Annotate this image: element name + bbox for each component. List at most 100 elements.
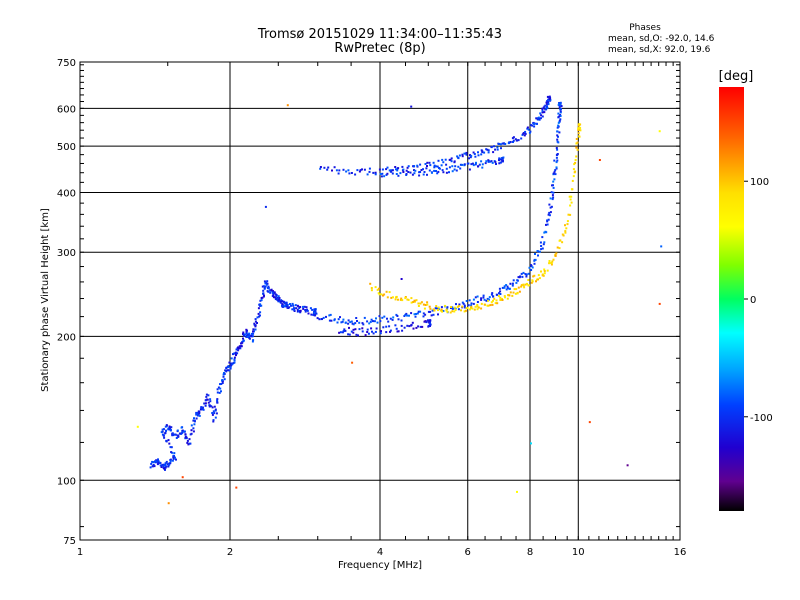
data-point [548,214,551,217]
data-point [473,153,476,155]
plot-frame [79,61,681,541]
data-point [259,311,262,314]
data-point [347,322,350,325]
data-point [420,301,423,304]
data-point [207,401,210,404]
data-point [481,166,484,169]
data-point [175,458,177,461]
data-point [483,303,486,306]
data-point [414,315,417,318]
data-point [228,369,231,372]
data-point [254,328,257,331]
data-point [152,461,155,464]
data-point [406,166,409,169]
data-point [504,296,506,299]
data-point [554,173,557,176]
data-point [303,305,306,308]
data-point [491,303,494,306]
data-point [193,419,196,422]
stray-data-point [181,476,184,479]
data-point [546,223,549,226]
data-point [389,317,392,320]
data-point [548,98,551,100]
colorbar [719,87,744,511]
data-point [415,299,418,302]
data-point [518,290,521,293]
data-point [272,294,275,297]
data-point [385,290,388,293]
data-point [419,163,422,166]
data-point [424,304,427,306]
data-point [508,294,511,297]
y-tick-label: 75 [63,536,76,547]
data-point [411,173,414,176]
data-point [553,159,556,162]
data-point [267,287,270,290]
data-point [265,283,268,286]
data-point [491,161,494,164]
data-point [524,132,527,135]
data-point [435,165,438,168]
data-point [382,294,384,297]
data-point [356,169,359,172]
data-point [234,351,237,354]
chart-subtitle: RwPretec (8p) [334,41,425,56]
data-point [374,171,377,174]
data-point [451,307,454,310]
data-point [438,167,441,170]
data-point [523,286,526,289]
data-point [291,303,294,306]
data-point [413,299,416,302]
data-point [386,172,389,175]
data-point [312,313,315,316]
data-point [493,145,496,148]
data-point [245,332,248,335]
data-point [257,312,260,315]
data-point [354,322,357,325]
data-point [456,155,459,158]
data-point [314,312,317,315]
data-point [222,373,225,376]
data-point [162,434,165,437]
data-point [168,442,171,445]
data-point [366,320,369,323]
data-point [520,284,523,287]
data-point [397,318,400,321]
data-point [534,253,536,255]
data-point [408,325,411,328]
data-point [552,180,555,183]
data-point [256,316,259,319]
data-point [385,325,388,328]
data-point [558,103,561,106]
data-point [427,319,429,322]
data-point [230,357,233,360]
data-point [520,137,523,140]
data-point [499,299,502,301]
data-point [481,163,484,166]
data-point [242,331,245,334]
data-point [547,98,550,101]
data-point [210,405,213,408]
data-point [258,315,260,318]
data-point [439,309,442,312]
data-point [470,305,473,308]
data-point [270,289,273,291]
data-point [167,428,170,431]
data-point [186,439,189,442]
stray-data-point [530,442,532,445]
stray-data-point [167,502,170,505]
data-point [440,306,443,309]
data-point [522,284,525,287]
data-point [243,333,246,336]
data-point [469,156,472,159]
data-point [248,332,251,335]
data-point [301,305,304,308]
data-point [410,312,413,315]
data-point [164,462,167,465]
data-point [349,321,352,324]
data-point [237,349,240,352]
data-point [427,325,430,327]
data-point [461,155,464,158]
data-point [205,399,208,402]
data-point [285,303,288,306]
